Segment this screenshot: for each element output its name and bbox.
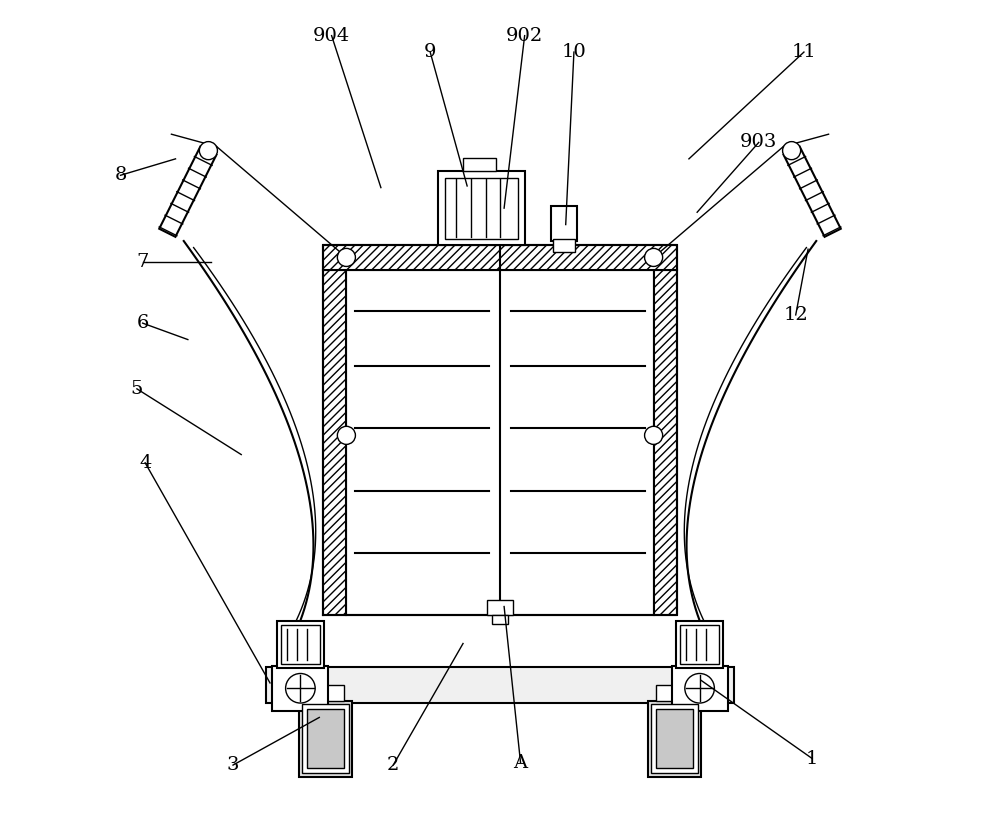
Text: 903: 903 bbox=[740, 133, 777, 151]
Text: 902: 902 bbox=[506, 26, 543, 45]
Bar bbox=[648, 701, 701, 777]
Circle shape bbox=[337, 248, 355, 266]
Text: 6: 6 bbox=[136, 314, 149, 332]
Bar bbox=[266, 667, 734, 703]
Text: 7: 7 bbox=[136, 252, 149, 270]
Text: 5: 5 bbox=[131, 380, 143, 398]
Bar bbox=[307, 685, 344, 701]
Text: 904: 904 bbox=[313, 26, 350, 45]
Bar bbox=[307, 710, 344, 768]
Bar bbox=[553, 239, 575, 252]
Bar bbox=[346, 270, 654, 614]
Bar bbox=[487, 600, 513, 614]
Text: 1: 1 bbox=[806, 749, 818, 767]
Text: 10: 10 bbox=[562, 43, 586, 61]
Bar bbox=[302, 705, 349, 773]
Bar bbox=[651, 705, 698, 773]
Circle shape bbox=[645, 426, 663, 444]
Circle shape bbox=[783, 141, 801, 160]
Bar bbox=[299, 701, 352, 777]
Bar bbox=[656, 685, 693, 701]
Circle shape bbox=[199, 141, 217, 160]
Text: 11: 11 bbox=[792, 43, 816, 61]
Polygon shape bbox=[784, 146, 841, 237]
Bar bbox=[672, 666, 728, 711]
Text: 9: 9 bbox=[424, 43, 436, 61]
Bar bbox=[445, 178, 518, 238]
Circle shape bbox=[337, 426, 355, 444]
Bar bbox=[438, 171, 525, 245]
Polygon shape bbox=[159, 146, 216, 237]
Bar bbox=[676, 620, 723, 668]
Bar bbox=[281, 624, 320, 664]
Bar bbox=[654, 270, 677, 614]
Text: 3: 3 bbox=[227, 756, 239, 774]
Bar bbox=[680, 624, 719, 664]
Bar bbox=[323, 245, 677, 270]
Text: 2: 2 bbox=[387, 756, 399, 774]
Bar bbox=[492, 614, 508, 624]
Text: A: A bbox=[513, 753, 528, 772]
Bar bbox=[463, 158, 496, 171]
Bar bbox=[277, 620, 324, 668]
Text: 4: 4 bbox=[139, 454, 151, 471]
Bar bbox=[551, 207, 577, 241]
Bar bbox=[272, 666, 328, 711]
Bar bbox=[323, 270, 346, 614]
Bar bbox=[656, 710, 693, 768]
Text: 12: 12 bbox=[783, 306, 808, 324]
Text: 8: 8 bbox=[114, 166, 127, 184]
Circle shape bbox=[645, 248, 663, 266]
